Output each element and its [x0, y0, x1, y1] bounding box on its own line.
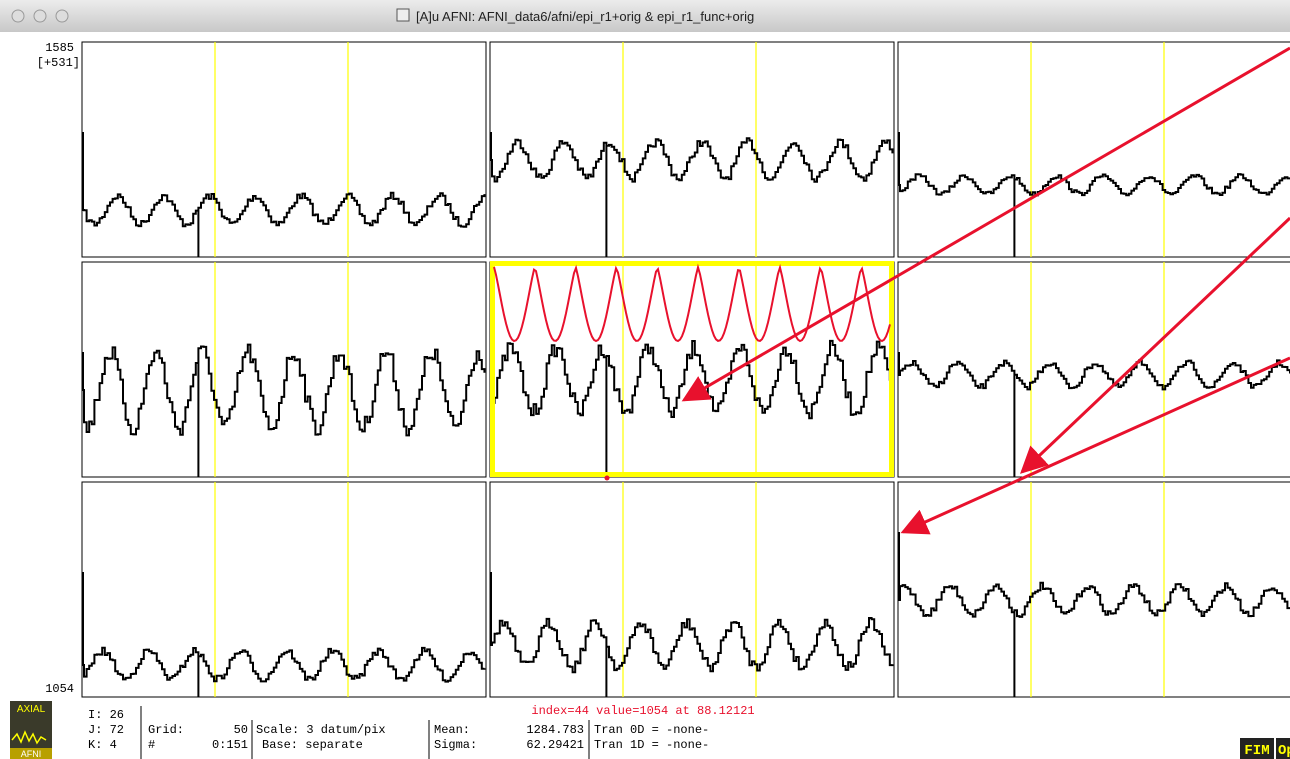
- icon-bottom: AFNI: [21, 749, 42, 759]
- fim-label: FIM: [1244, 743, 1269, 759]
- graph-cell: [898, 42, 1290, 257]
- graph-cell: [82, 482, 486, 697]
- mean-value: 1284.783: [526, 723, 584, 737]
- afni-window: [A]u AFNI: AFNI_data6/afni/epi_r1+orig &…: [0, 0, 1290, 759]
- page: AFNI graph {"window": {"title": "[A]u AF…: [0, 0, 1290, 759]
- i-index: I: 26: [88, 708, 124, 722]
- hash-label: #: [148, 738, 155, 752]
- y-bottom-label: 1054: [45, 682, 74, 696]
- window-title: [A]u AFNI: AFNI_data6/afni/epi_r1+orig &…: [416, 9, 754, 24]
- graph-cell: [490, 42, 894, 257]
- minimize-button[interactable]: [34, 10, 46, 22]
- base-text: Base: separate: [262, 738, 363, 752]
- scale-text: Scale: 3 datum/pix: [256, 723, 386, 737]
- tran1d: Tran 1D = -none-: [594, 738, 709, 752]
- y-offset-label: [+531]: [37, 56, 80, 70]
- k-index: K: 4: [88, 738, 117, 752]
- graph-grid: [82, 42, 1290, 697]
- sigma-value: 62.29421: [526, 738, 584, 752]
- y-top-label: 1585: [45, 41, 74, 55]
- status-text: index=44 value=1054 at 88.12121: [531, 704, 754, 718]
- zoom-button[interactable]: [56, 10, 68, 22]
- body: [A]u AFNI: AFNI_data6/afni/epi_r1+orig &…: [0, 0, 1290, 759]
- opt-label: Op: [1278, 743, 1290, 759]
- graph-cell: [82, 42, 486, 257]
- icon-top: AXIAL: [17, 704, 46, 715]
- cursor-dot: [605, 476, 610, 481]
- grid-label: Grid:: [148, 723, 184, 737]
- close-button[interactable]: [12, 10, 24, 22]
- range-value: 0:151: [212, 738, 248, 752]
- sigma-label: Sigma:: [434, 738, 477, 752]
- tran0d: Tran 0D = -none-: [594, 723, 709, 737]
- graph-cell: [490, 482, 894, 697]
- x-icon: [397, 9, 409, 21]
- j-index: J: 72: [88, 723, 124, 737]
- grid-value: 50: [234, 723, 248, 737]
- mean-label: Mean:: [434, 723, 470, 737]
